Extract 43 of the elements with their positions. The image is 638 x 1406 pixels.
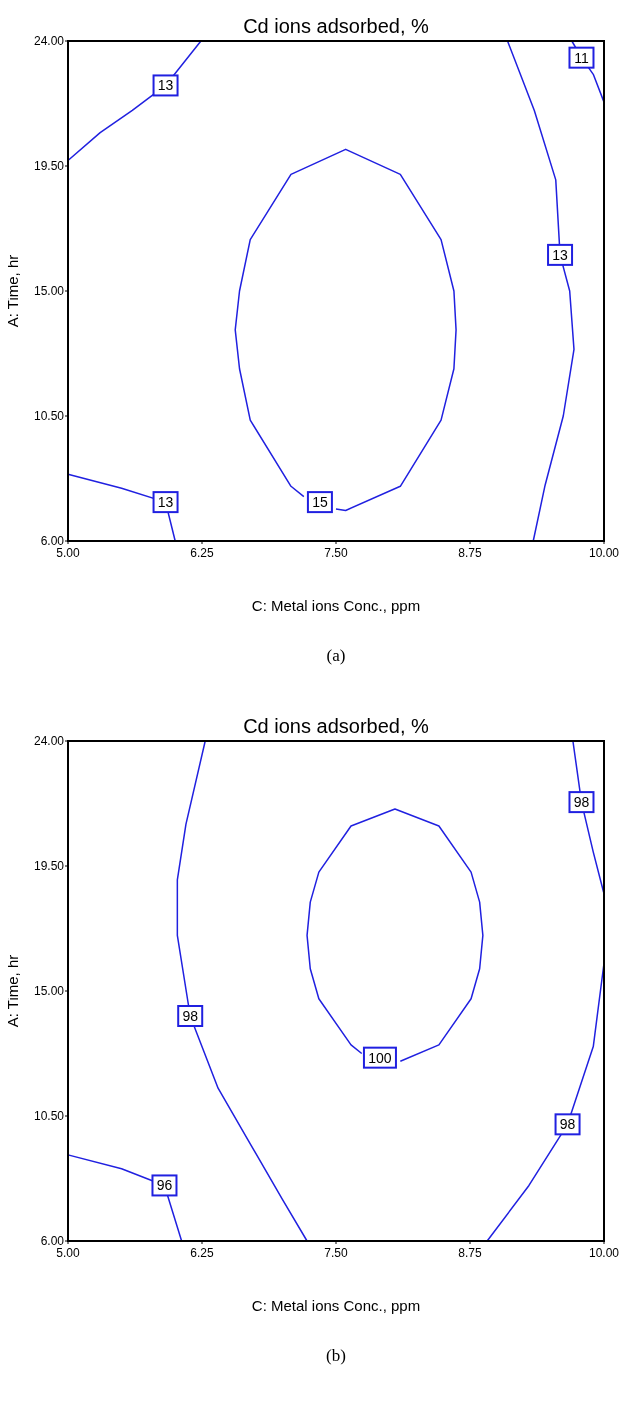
x-tick-label: 6.25 <box>190 1246 214 1260</box>
text: (a) <box>326 646 346 665</box>
annotation: 98 <box>182 1008 199 1024</box>
y-tick-label: 6.00 <box>40 1234 65 1248</box>
y-axis-title: A: Time, hr <box>4 954 21 1028</box>
annotation: 98 <box>559 1116 576 1133</box>
x-axis-title: C: Metal ions Conc., ppm <box>251 1297 421 1314</box>
annotation: 96 <box>156 1177 173 1194</box>
annotation: 13 <box>552 246 569 263</box>
line-series <box>67 40 202 162</box>
y-tick-label: 19.50 <box>33 159 65 173</box>
annotation: 13 <box>157 494 174 511</box>
x-tick-label: 6.25 <box>190 546 214 560</box>
line-series <box>506 40 575 542</box>
y-tick-label: 24.00 <box>33 34 65 48</box>
text: (b) <box>326 1346 346 1365</box>
x-tick-label: 7.50 <box>324 1246 348 1260</box>
x-tick-label: 5.00 <box>56 546 80 560</box>
y-tick-label: 24.00 <box>33 734 65 748</box>
x-tick-label: 10.00 <box>588 1246 620 1260</box>
x-axis-title: C: Metal ions Conc., ppm <box>251 597 421 614</box>
x-tick-label: 7.50 <box>324 546 348 560</box>
x-tick-label: 8.75 <box>458 1246 482 1260</box>
line-series <box>67 1154 183 1242</box>
x-tick-label: 5.00 <box>56 1246 80 1260</box>
y-tick-label: 10.50 <box>33 409 65 423</box>
y-tick-label: 15.00 <box>33 284 65 298</box>
annotation: 13 <box>157 77 174 94</box>
line-series <box>234 148 457 512</box>
chart-title: Cd ions adsorbed, % <box>243 715 430 737</box>
y-tick-label: 15.00 <box>33 984 65 998</box>
chart-title: Cd ions adsorbed, % <box>243 15 430 37</box>
x-tick-label: 8.75 <box>458 546 482 560</box>
line-series <box>176 740 308 1242</box>
x-tick-label: 10.00 <box>588 546 620 560</box>
y-tick-label: 19.50 <box>33 859 65 873</box>
y-tick-label: 6.00 <box>40 534 65 548</box>
y-tick-label: 10.50 <box>33 1109 65 1123</box>
annotation: 98 <box>573 794 590 811</box>
annotation: 100 <box>368 1049 392 1066</box>
annotation: 15 <box>312 494 328 511</box>
annotation: 11 <box>574 49 589 66</box>
y-axis-title: A: Time, hr <box>4 254 21 328</box>
